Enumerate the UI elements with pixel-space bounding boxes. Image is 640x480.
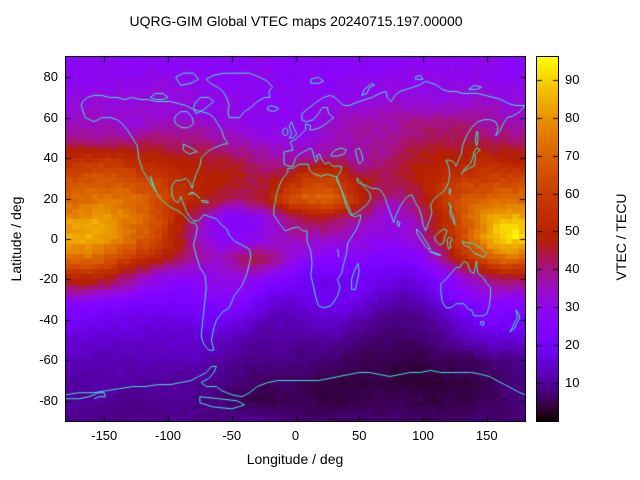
colorbar-tick-label: 60	[565, 185, 580, 201]
y-tick-label: 80	[43, 69, 58, 85]
x-axis-label: Longitude / deg	[246, 451, 344, 467]
colorbar-canvas	[537, 57, 558, 421]
y-tick-label: 60	[43, 109, 58, 125]
x-tick-label: -100	[154, 428, 182, 443]
colorbar-tick-label: 30	[565, 299, 580, 315]
colorbar-tick-label: 70	[565, 147, 580, 163]
y-tick-label: 20	[43, 190, 58, 206]
map-plot-area	[65, 56, 526, 422]
x-tick-label: 100	[412, 428, 434, 443]
x-tick-label: 0	[291, 428, 300, 443]
colorbar-tick-label: 40	[565, 261, 580, 277]
y-tick-label: -60	[39, 352, 58, 368]
y-tick-label: 40	[43, 150, 58, 166]
colorbar-tick-label: 20	[565, 337, 580, 353]
colorbar-tick-label: 10	[565, 375, 580, 391]
x-tick-label: 50	[352, 428, 367, 443]
vtec-heatmap-canvas	[66, 57, 525, 421]
y-tick-label: 0	[50, 231, 58, 246]
x-tick-label: -150	[91, 428, 118, 443]
colorbar	[536, 56, 559, 422]
colorbar-tick-label: 50	[565, 223, 580, 239]
colorbar-tick-label: 80	[565, 109, 580, 125]
y-tick-label: -20	[39, 271, 58, 287]
x-tick-label: -50	[222, 428, 242, 443]
colorbar-label: VTEC / TECU	[613, 193, 629, 281]
chart-title: UQRG-GIM Global VTEC maps 20240715.197.0…	[129, 13, 463, 29]
y-tick-label: -80	[39, 392, 58, 408]
x-tick-label: 150	[475, 428, 498, 443]
y-tick-label: -40	[39, 311, 58, 327]
colorbar-tick-label: 90	[565, 71, 580, 87]
